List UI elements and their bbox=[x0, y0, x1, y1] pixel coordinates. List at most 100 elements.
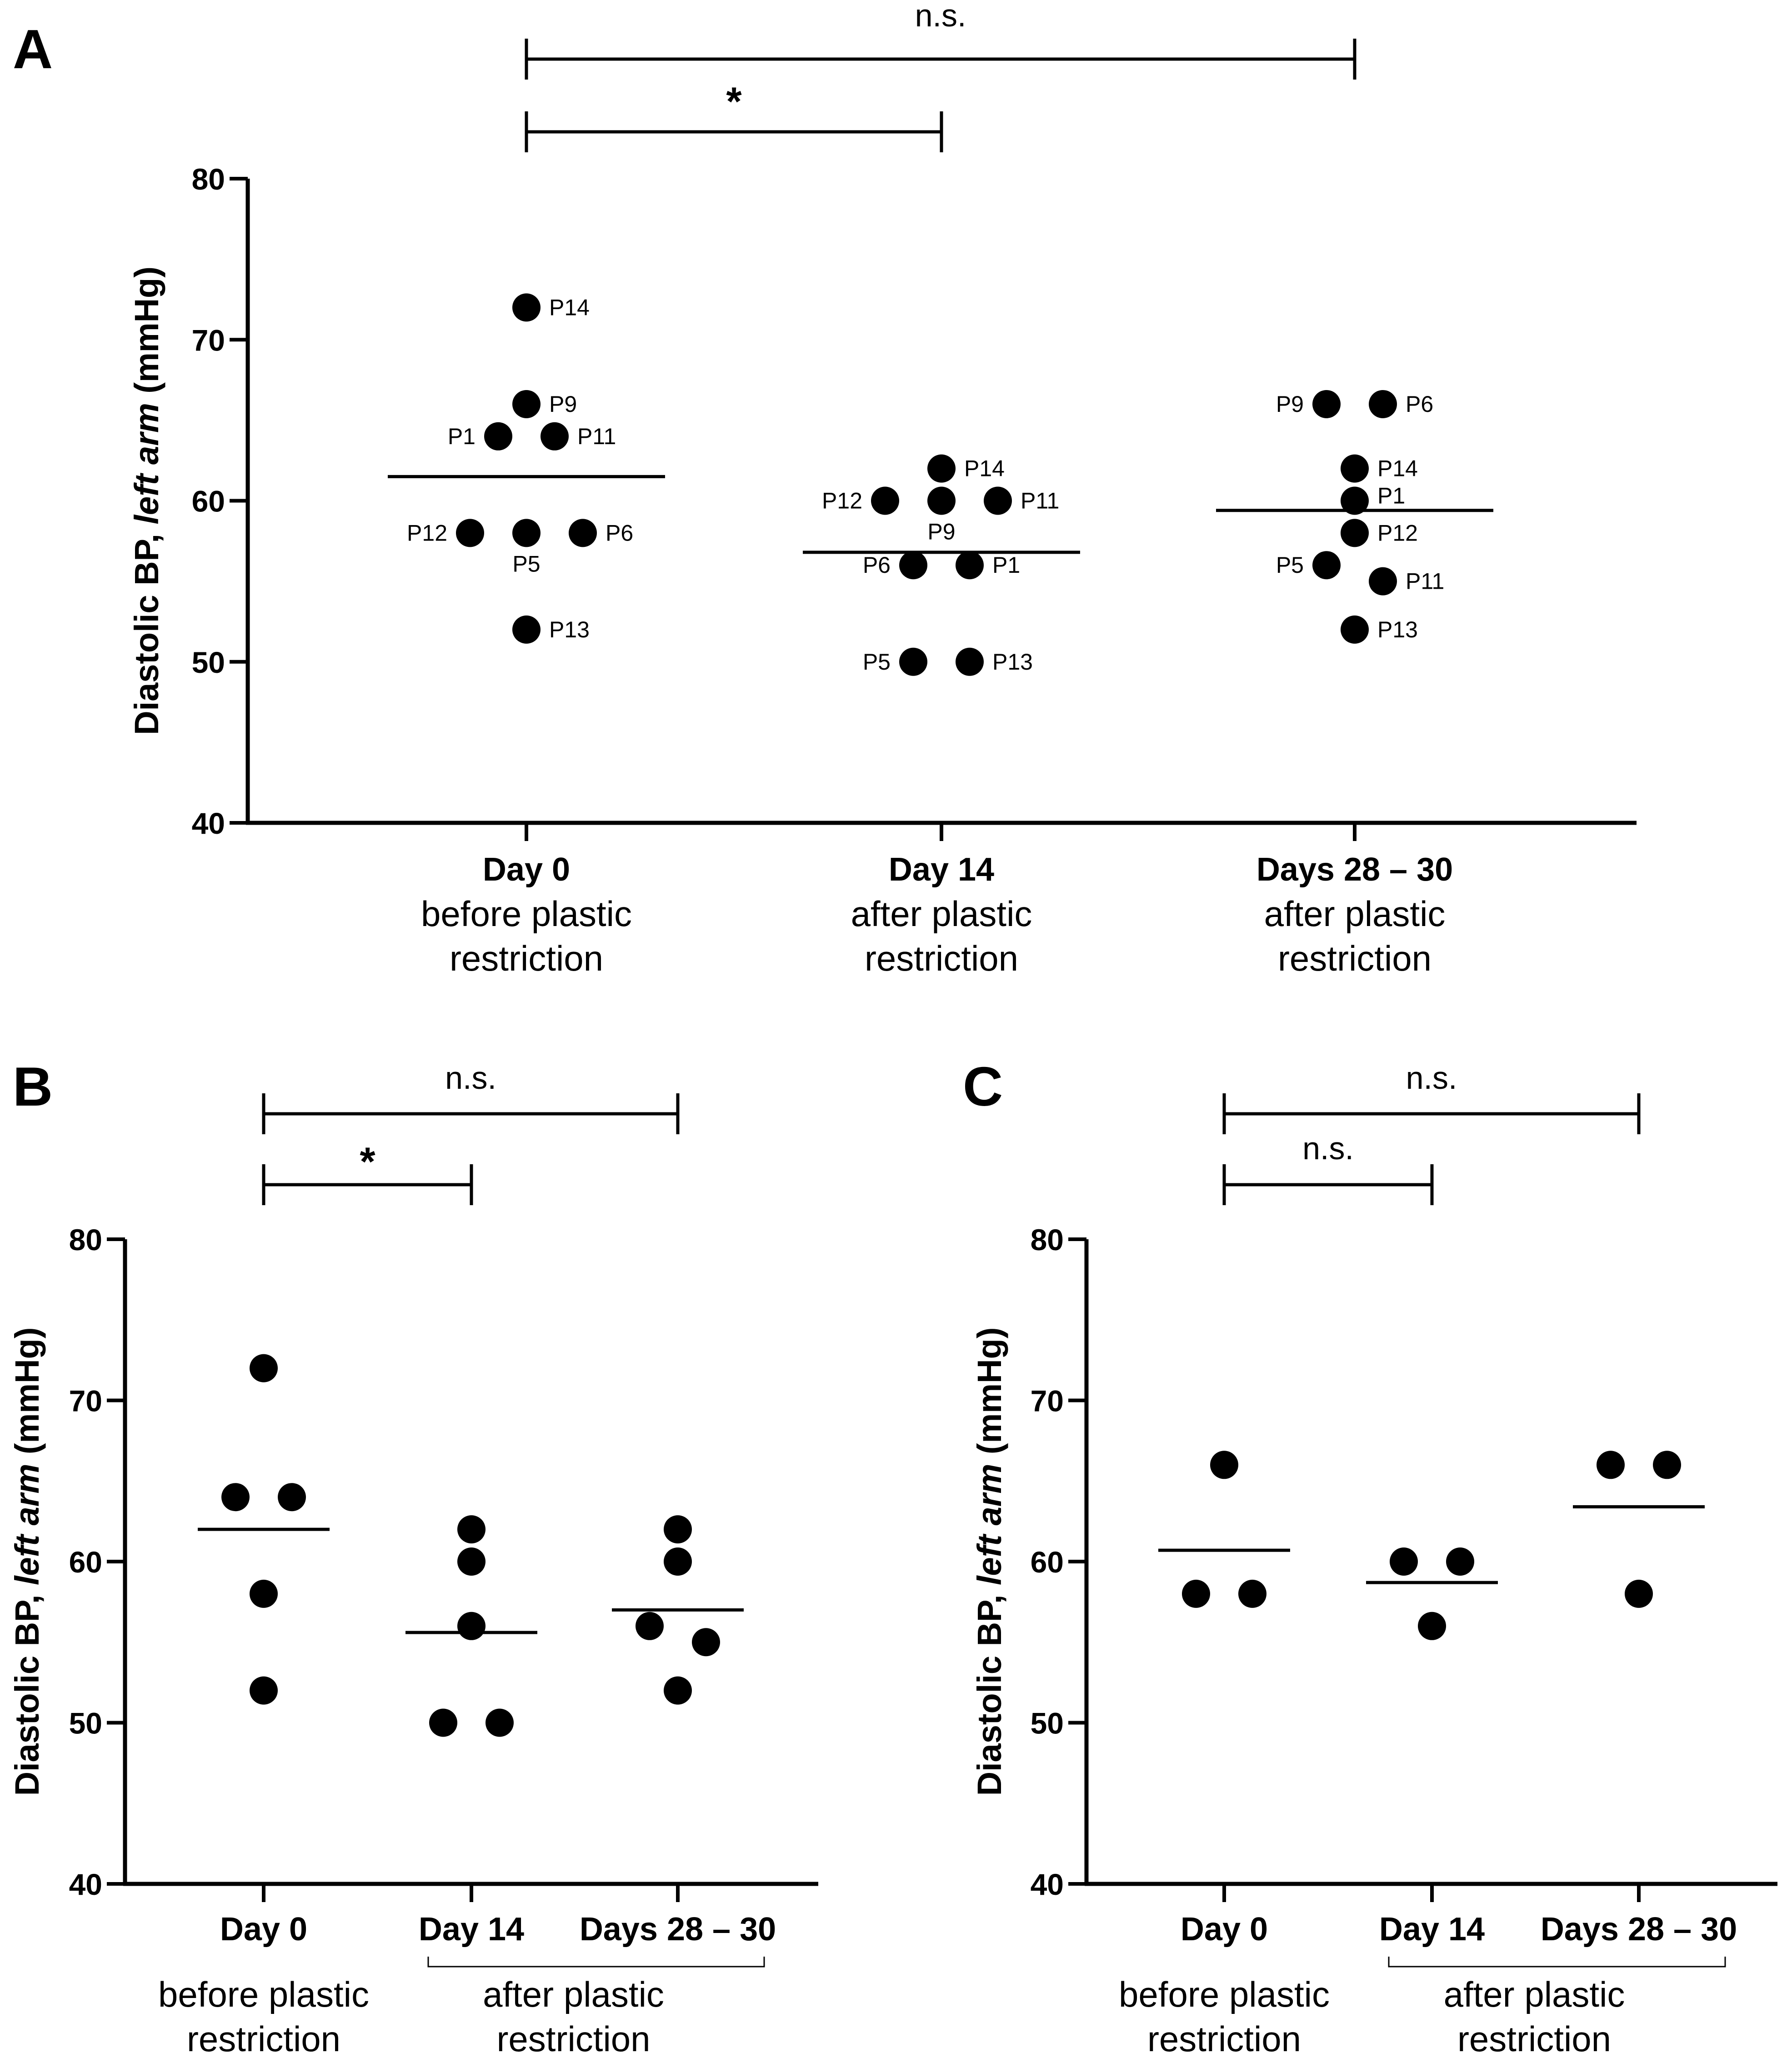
panel-b: B 40 50 60 70 80 Diastolic BP, left arm (mmHg)… bbox=[8, 1056, 818, 2059]
x-category-sublabel: before plastic bbox=[421, 894, 632, 934]
y-tick-label: 80 bbox=[192, 162, 225, 196]
data-point bbox=[1369, 567, 1397, 596]
sig-label: n.s. bbox=[1406, 1060, 1457, 1096]
y-axis-label-part: Diastolic BP, bbox=[8, 1585, 46, 1796]
y-tick-label: 50 bbox=[192, 646, 225, 679]
y-tick-label: 50 bbox=[1031, 1707, 1064, 1740]
data-point bbox=[927, 454, 956, 483]
point-label: P13 bbox=[992, 649, 1033, 675]
panel-letter: B bbox=[13, 1056, 53, 1117]
point-label: P13 bbox=[549, 617, 590, 642]
data-point bbox=[1182, 1579, 1210, 1608]
y-axis-label-part: left arm bbox=[8, 1464, 46, 1585]
data-point bbox=[457, 1547, 486, 1576]
data-point bbox=[664, 1515, 692, 1544]
data-point bbox=[1341, 519, 1369, 547]
data-point bbox=[1653, 1451, 1681, 1479]
group-label: before plastic bbox=[1119, 1974, 1330, 2014]
point-label: P9 bbox=[927, 519, 955, 545]
point-label: P1 bbox=[992, 552, 1020, 578]
group-label: restriction bbox=[187, 2019, 340, 2059]
y-axis-label-part: Diastolic BP, bbox=[971, 1585, 1008, 1796]
point-label: P14 bbox=[1377, 456, 1418, 481]
data-point bbox=[956, 647, 984, 676]
x-category-sublabel: after plastic bbox=[851, 894, 1032, 934]
y-tick-label: 50 bbox=[69, 1707, 102, 1740]
point-label: P14 bbox=[964, 456, 1005, 481]
point-label: P11 bbox=[1406, 569, 1444, 594]
point-label: P11 bbox=[577, 424, 616, 449]
y-tick-label: 70 bbox=[69, 1384, 102, 1418]
data-point bbox=[1446, 1547, 1474, 1576]
data-point bbox=[457, 1515, 486, 1544]
data-point bbox=[541, 422, 569, 451]
point-label: P13 bbox=[1377, 617, 1418, 642]
data-point bbox=[1418, 1612, 1446, 1640]
data-point bbox=[956, 551, 984, 580]
sig-label: * bbox=[726, 79, 742, 124]
group-label: restriction bbox=[1147, 2019, 1301, 2059]
point-label: P12 bbox=[822, 488, 862, 514]
point-label: P11 bbox=[1021, 488, 1059, 514]
point-label: P1 bbox=[448, 424, 476, 449]
sig-label: n.s. bbox=[445, 1060, 496, 1096]
data-point bbox=[899, 551, 927, 580]
point-label: P6 bbox=[606, 520, 633, 546]
data-point bbox=[1369, 390, 1397, 418]
group-bracket bbox=[1388, 1957, 1726, 1968]
point-label: P5 bbox=[1276, 552, 1304, 578]
data-point bbox=[692, 1628, 720, 1657]
data-point bbox=[457, 1612, 486, 1640]
data-point bbox=[569, 519, 597, 547]
data-point bbox=[1625, 1579, 1653, 1608]
point-label: P6 bbox=[863, 552, 891, 578]
data-point bbox=[1597, 1451, 1625, 1479]
x-category-label: Day 14 bbox=[889, 851, 994, 888]
data-point bbox=[927, 486, 956, 515]
data-point bbox=[1341, 454, 1369, 483]
data-point bbox=[664, 1676, 692, 1705]
y-tick-label: 60 bbox=[69, 1545, 102, 1579]
data-point bbox=[984, 486, 1012, 515]
y-tick-label: 70 bbox=[192, 323, 225, 357]
x-category-label: Day 0 bbox=[483, 851, 570, 888]
x-category-label: Day 14 bbox=[419, 1911, 524, 1948]
data-point bbox=[636, 1612, 664, 1640]
y-tick-label: 60 bbox=[192, 485, 225, 518]
panel-a: A 40 50 60 70 80 Diastolic BP, left arm (mmHg)… bbox=[13, 0, 1637, 978]
point-label: P9 bbox=[549, 391, 577, 417]
y-axis-label-part: Diastolic BP, bbox=[128, 525, 165, 735]
data-point bbox=[512, 519, 541, 547]
y-axis-label-part: (mmHg) bbox=[971, 1327, 1008, 1464]
data-point bbox=[1312, 390, 1341, 418]
y-axis-label-part: (mmHg) bbox=[8, 1327, 46, 1464]
group-label: after plastic bbox=[483, 1974, 664, 2014]
data-point bbox=[221, 1483, 250, 1512]
y-tick-label: 80 bbox=[1031, 1223, 1064, 1257]
x-category-label: Day 0 bbox=[1181, 1911, 1268, 1948]
sig-label: * bbox=[360, 1139, 375, 1184]
point-label: P12 bbox=[407, 520, 447, 546]
group-label: after plastic bbox=[1444, 1974, 1625, 2014]
data-point bbox=[664, 1547, 692, 1576]
y-axis-label-part: (mmHg) bbox=[128, 266, 165, 403]
y-tick-label: 80 bbox=[69, 1223, 102, 1257]
x-category-label: Day 14 bbox=[1379, 1911, 1485, 1948]
y-axis-label: Diastolic BP, left arm (mmHg) bbox=[8, 1327, 46, 1796]
y-tick-label: 40 bbox=[1031, 1868, 1064, 1901]
data-point bbox=[871, 486, 899, 515]
data-point bbox=[512, 293, 541, 322]
group-label: restriction bbox=[496, 2019, 650, 2059]
y-tick-label: 70 bbox=[1031, 1384, 1064, 1418]
data-point bbox=[1341, 486, 1369, 515]
point-label: P6 bbox=[1406, 391, 1433, 417]
panel-letter: A bbox=[13, 18, 53, 80]
data-point bbox=[899, 647, 927, 676]
data-point bbox=[1210, 1451, 1238, 1479]
point-label: P12 bbox=[1377, 520, 1418, 546]
x-category-sublabel: restriction bbox=[1278, 938, 1432, 978]
y-axis-label-part: left arm bbox=[971, 1464, 1008, 1585]
x-category-sublabel: restriction bbox=[450, 938, 603, 978]
y-axis-label: Diastolic BP, left arm (mmHg) bbox=[128, 266, 165, 735]
